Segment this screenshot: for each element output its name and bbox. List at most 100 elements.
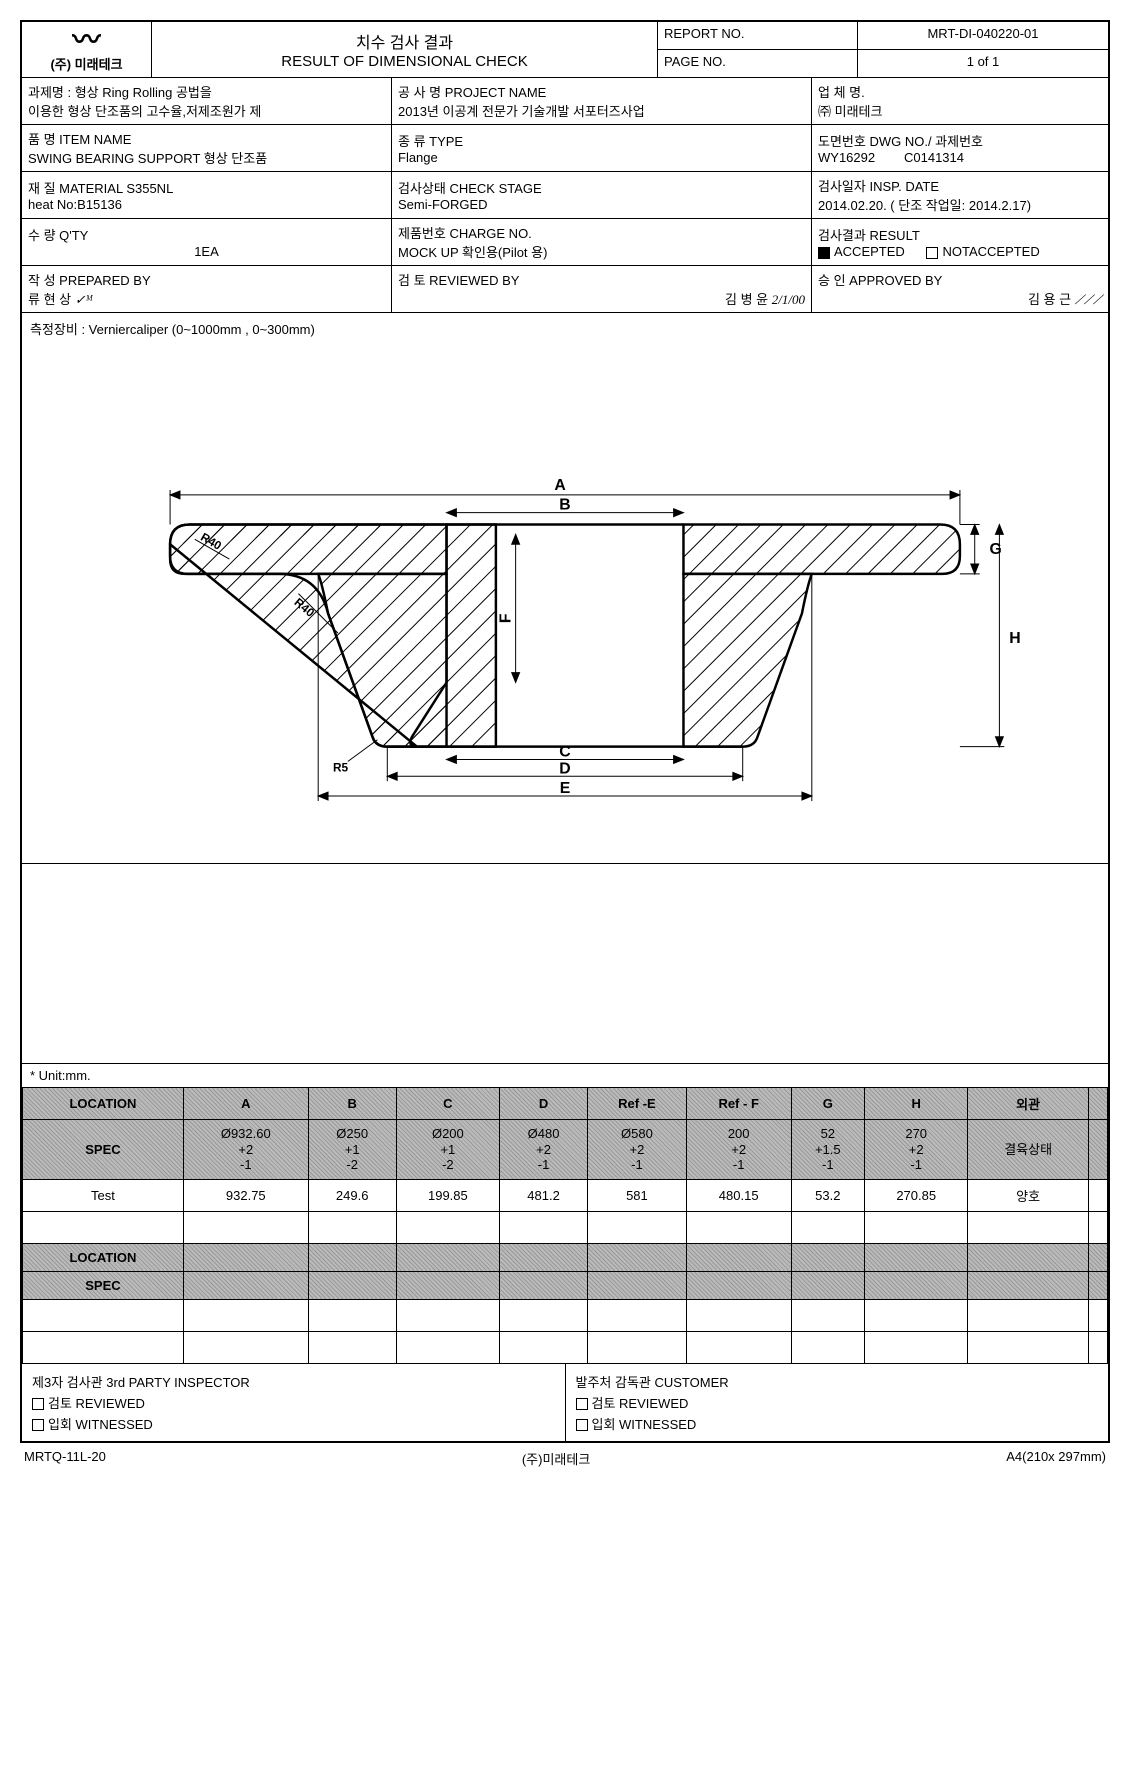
test-D: 481.2 <box>500 1179 588 1211</box>
cust-witnessed: 입회 WITNESSED <box>592 1417 697 1432</box>
hdr-B: B <box>308 1088 396 1120</box>
spec-blank <box>1088 1120 1107 1180</box>
page-no: 1 of 1 <box>858 50 1108 77</box>
project-value: 2013년 이공계 전문가 기술개발 서포터즈사업 <box>398 101 805 120</box>
tp-witnessed-checkbox <box>32 1419 44 1431</box>
item-value: SWING BEARING SUPPORT 형상 단조품 <box>28 148 385 167</box>
empty-row-3 <box>23 1331 1108 1363</box>
reviewed-name: 김 병 윤 <box>725 292 768 307</box>
dim-H: H <box>1009 630 1020 647</box>
hdr-D: D <box>500 1088 588 1120</box>
equipment-line: 측정장비 : Verniercaliper (0~1000mm , 0~300m… <box>22 313 1108 344</box>
project-cell: 공 사 명 PROJECT NAME 2013년 이공계 전문가 기술개발 서포… <box>392 78 812 124</box>
prepared-cell: 작 성 PREPARED BY 류 현 상 ✓ᴹ <box>22 266 392 312</box>
test-blank <box>1088 1179 1107 1211</box>
unit-note: * Unit:mm. <box>22 1064 1108 1087</box>
header-row: LOCATION A B C D Ref -E Ref - F G H 외관 <box>23 1088 1108 1120</box>
item-cell: 품 명 ITEM NAME SWING BEARING SUPPORT 형상 단… <box>22 125 392 171</box>
charge-label: 제품번호 CHARGE NO. <box>398 223 805 242</box>
stage-cell: 검사상태 CHECK STAGE Semi-FORGED <box>392 172 812 218</box>
cust-reviewed-checkbox <box>576 1398 588 1410</box>
spec-label: SPEC <box>23 1120 184 1180</box>
dim-C: C <box>559 744 570 761</box>
type-cell: 종 류 TYPE Flange <box>392 125 812 171</box>
charge-value: MOCK UP 확인용(Pilot 용) <box>398 242 805 261</box>
project-label: 공 사 명 PROJECT NAME <box>398 82 805 101</box>
test-A: 932.75 <box>183 1179 308 1211</box>
form-no: MRTQ-11L-20 <box>24 1449 106 1468</box>
dim-F: F <box>498 613 515 623</box>
empty-row-1 <box>23 1211 1108 1243</box>
footer-company: (주)미래테크 <box>522 1449 590 1468</box>
task-cell: 과제명 : 형상 Ring Rolling 공법을 이용한 형상 단조품의 고수… <box>22 78 392 124</box>
location2: LOCATION <box>23 1243 184 1271</box>
customer-label: 발주처 감독관 CUSTOMER <box>576 1372 1099 1391</box>
hdr-visual: 외관 <box>968 1088 1088 1120</box>
date-cell: 검사일자 INSP. DATE 2014.02.20. ( 단조 작업일: 20… <box>812 172 1108 218</box>
report-no-label: REPORT NO. <box>658 22 858 49</box>
hdr-E: Ref -E <box>588 1088 687 1120</box>
prepared-signature: ✓ᴹ <box>75 292 93 307</box>
third-party-label: 제3자 검사관 3rd PARTY INSPECTOR <box>32 1372 555 1391</box>
reviewed-cell: 검 토 REVIEWED BY 김 병 윤 2/1/00 <box>392 266 812 312</box>
customer-col: 발주처 감독관 CUSTOMER 검토 REVIEWED 입회 WITNESSE… <box>566 1364 1109 1441</box>
type-label: 종 류 TYPE <box>398 131 805 150</box>
dwg-label: 도면번호 DWG NO./ 과제번호 <box>818 131 1102 150</box>
dim-E: E <box>560 780 571 797</box>
test-H: 270.85 <box>865 1179 968 1211</box>
spec-A: Ø932.60+2-1 <box>183 1120 308 1180</box>
spec-D: Ø480+2-1 <box>500 1120 588 1180</box>
dim-D: D <box>559 760 570 777</box>
dwg-v2: C0141314 <box>904 150 964 165</box>
material-cell: 재 질 MATERIAL S355NL heat No:B15136 <box>22 172 392 218</box>
third-party-col: 제3자 검사관 3rd PARTY INSPECTOR 검토 REVIEWED … <box>22 1364 566 1441</box>
logo-cell: 〰 (주) 미래테크 <box>22 22 152 77</box>
type-value: Flange <box>398 150 805 165</box>
dimension-table: LOCATION A B C D Ref -E Ref - F G H 외관 S… <box>22 1087 1108 1364</box>
test-visual: 양호 <box>968 1179 1088 1211</box>
test-E: 581 <box>588 1179 687 1211</box>
hdr-H: H <box>865 1088 968 1120</box>
test-B: 249.6 <box>308 1179 396 1211</box>
spec-visual: 결육상태 <box>968 1120 1088 1180</box>
tp-reviewed-checkbox <box>32 1398 44 1410</box>
material-label: 재 질 MATERIAL S355NL <box>28 178 385 197</box>
charge-cell: 제품번호 CHARGE NO. MOCK UP 확인용(Pilot 용) <box>392 219 812 265</box>
title-kr: 치수 검사 결과 <box>158 29 651 53</box>
approved-cell: 승 인 APPROVED BY 김 용 근 ⟋⟋⟋ <box>812 266 1108 312</box>
approved-signature: ⟋⟋⟋ <box>1075 292 1102 307</box>
notaccepted-label: NOTACCEPTED <box>942 244 1039 259</box>
item-label: 품 명 ITEM NAME <box>28 129 385 148</box>
notaccepted-checkbox <box>926 247 938 259</box>
r5: R5 <box>333 760 349 774</box>
accepted-label: ACCEPTED <box>834 244 905 259</box>
material-sub: heat No:B15136 <box>28 197 385 212</box>
report-meta: REPORT NO. MRT-DI-040220-01 PAGE NO. 1 o… <box>658 22 1108 77</box>
spec-F: 200+2-1 <box>686 1120 791 1180</box>
flange-drawing: A B C D E F G H R40 R40 R5 <box>22 344 1108 863</box>
spec-B: Ø250+1-2 <box>308 1120 396 1180</box>
test-G: 53.2 <box>791 1179 864 1211</box>
paper-size: A4(210x 297mm) <box>1006 1449 1106 1468</box>
spec2: SPEC <box>23 1271 184 1299</box>
task-label: 과제명 : 형상 Ring Rolling 공법을 <box>28 82 385 101</box>
dim-A: A <box>554 477 565 494</box>
prepared-label: 작 성 PREPARED BY <box>28 270 385 289</box>
info-row-1: 과제명 : 형상 Ring Rolling 공법을 이용한 형상 단조품의 고수… <box>22 78 1108 125</box>
spec-E: Ø580+2-1 <box>588 1120 687 1180</box>
stage-value: Semi-FORGED <box>398 197 805 212</box>
header-row: 〰 (주) 미래테크 치수 검사 결과 RESULT OF DIMENSIONA… <box>22 22 1108 78</box>
dwg-v1: WY16292 <box>818 150 875 165</box>
cust-witnessed-checkbox <box>576 1419 588 1431</box>
hdr-C: C <box>396 1088 499 1120</box>
reviewed-signature: 2/1/00 <box>772 292 805 307</box>
tp-reviewed: 검토 REVIEWED <box>48 1396 145 1411</box>
reviewed-label: 검 토 REVIEWED BY <box>398 270 805 289</box>
spec-row: SPEC Ø932.60+2-1 Ø250+1-2 Ø200+1-2 Ø480+… <box>23 1120 1108 1180</box>
company-name: (주) 미래테크 <box>28 54 145 73</box>
info-row-5: 작 성 PREPARED BY 류 현 상 ✓ᴹ 검 토 REVIEWED BY… <box>22 266 1108 313</box>
title-en: RESULT OF DIMENSIONAL CHECK <box>158 53 651 70</box>
client-value: ㈜ 미래테크 <box>818 101 1102 120</box>
page-footer: MRTQ-11L-20 (주)미래테크 A4(210x 297mm) <box>20 1443 1110 1474</box>
empty-row-2 <box>23 1299 1108 1331</box>
